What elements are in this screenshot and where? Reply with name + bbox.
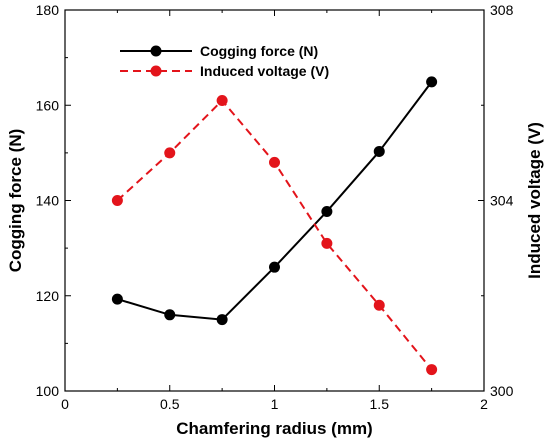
- cogging-force-point: [321, 205, 333, 217]
- induced-voltage-point: [426, 364, 438, 376]
- induced-voltage-line: [116, 99, 433, 371]
- cogging-force-point: [111, 293, 123, 305]
- induced-voltage-point: [164, 147, 176, 159]
- x-tick-label: 2: [480, 396, 488, 412]
- cogging-force-line: [117, 81, 433, 321]
- legend-induced-voltage-marker: [150, 65, 162, 77]
- cogging-force-point: [269, 261, 280, 273]
- left-y-tick-label: 180: [36, 2, 60, 18]
- axes: 0 0.5 1 1.5 2 100 120 140 160 180 300 304 308: [36, 2, 514, 412]
- induced-voltage-point: [269, 156, 280, 168]
- right-y-axis-title: Induced voltage (V): [525, 122, 544, 279]
- x-tick-label: 1.5: [370, 396, 390, 412]
- cogging-force-point: [216, 314, 228, 326]
- cogging-force-point: [373, 145, 385, 157]
- cogging-force-point: [164, 309, 176, 321]
- right-y-tick-label: 300: [490, 383, 514, 399]
- right-y-tick-label: 308: [490, 2, 514, 18]
- x-tick-label: 0: [61, 396, 69, 412]
- right-y-tick-label: 304: [490, 193, 514, 209]
- left-y-tick-label: 120: [36, 288, 60, 304]
- induced-voltage-point: [216, 94, 228, 106]
- cogging-force-point: [426, 76, 438, 88]
- induced-voltage-point: [373, 299, 385, 311]
- legend-cogging-force-marker: [150, 45, 162, 57]
- legend: Cogging force (N) Induced voltage (V): [120, 43, 329, 79]
- legend-induced-voltage-label: Induced voltage (V): [200, 63, 329, 79]
- x-tick-label: 1: [271, 396, 279, 412]
- induced-voltage-point: [321, 237, 333, 249]
- left-y-axis-title: Cogging force (N): [6, 129, 25, 273]
- left-y-tick-label: 100: [36, 383, 60, 399]
- induced-voltage-point: [111, 195, 123, 206]
- x-tick-label: 0.5: [160, 396, 180, 412]
- left-y-tick-label: 140: [36, 193, 60, 209]
- x-axis-title: Chamfering radius (mm): [176, 419, 372, 438]
- legend-cogging-force-label: Cogging force (N): [200, 43, 318, 59]
- left-y-tick-label: 160: [36, 97, 60, 113]
- series-layer: [111, 76, 438, 376]
